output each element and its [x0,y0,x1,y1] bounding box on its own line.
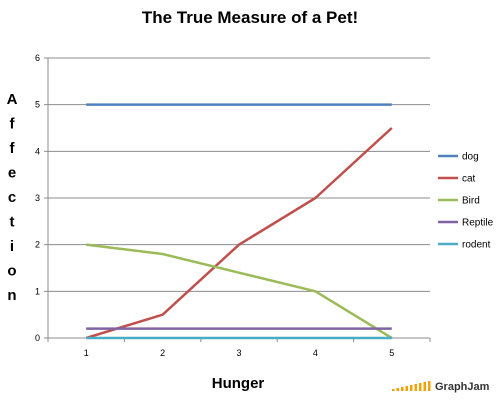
y-tick-label-5: 5 [35,100,40,110]
graphjam-logo: GraphJam [392,381,490,393]
y-tick-label-2: 2 [35,240,40,250]
y-axis-label-letter: f [10,116,16,133]
series-line-cat [85,127,393,340]
y-tick-label-6: 6 [35,53,40,63]
legend-label-reptile: Reptile [462,218,494,229]
logo-bar [428,381,431,391]
y-axis-label-letter: c [8,189,16,206]
y-axis-label-letter: n [7,287,16,304]
y-axis-label-letter: o [7,263,16,280]
y-axis-label-letter: e [8,165,16,182]
x-tick-label-3: 3 [236,348,241,358]
chart-title: The True Measure of a Pet! [142,8,358,27]
logo-bar [410,385,413,391]
legend-label-dog: dog [462,152,479,163]
logo-bar [423,382,426,391]
logo-bar [392,389,395,391]
legend-label-cat: cat [462,174,476,185]
logo-bar [396,388,399,391]
y-tick-label-3: 3 [35,193,40,203]
y-tick-label-4: 4 [35,146,40,156]
plot-area: 0 1 2 3 4 5 6 1 2 3 4 5 [35,53,431,358]
y-axis-label-letter: i [10,238,14,255]
y-axis-label-letter: f [10,140,16,157]
series-line-bird [86,243,393,340]
logo-text: GraphJam [435,381,490,393]
x-tick-label-2: 2 [160,348,165,358]
y-tick-label-1: 1 [35,286,40,296]
x-tick-label-5: 5 [389,348,394,358]
x-tick-label-1: 1 [84,348,89,358]
legend-label-rodent: rodent [462,240,491,251]
y-axis-label-letter: t [10,214,15,231]
logo-bar [405,386,408,391]
x-axis-label: Hunger [212,375,265,392]
x-tick-label-4: 4 [313,348,318,358]
y-axis-label-letter: A [7,91,18,108]
logo-bar [401,387,404,391]
y-tick-label-0: 0 [35,333,40,343]
legend-label-bird: Bird [462,196,480,207]
logo-bar [419,383,422,391]
legend: dog cat Bird Reptile rodent [438,152,494,251]
logo-bars-icon [392,381,431,391]
logo-bar [414,384,417,391]
